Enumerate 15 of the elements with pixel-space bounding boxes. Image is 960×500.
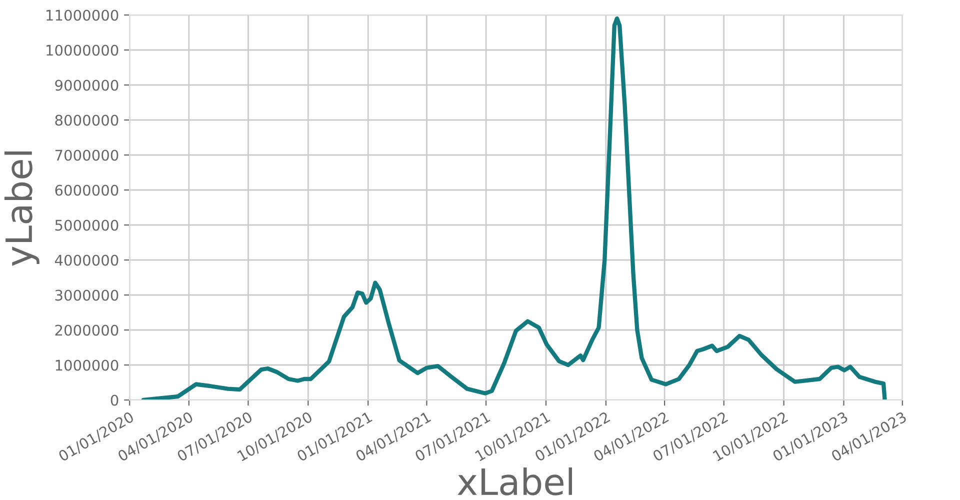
y-tick-label: 3000000 (55, 290, 118, 301)
y-tick-label: 7000000 (55, 150, 118, 161)
y-axis-title: yLabel (4, 151, 40, 266)
y-tick-label: 4000000 (54, 254, 118, 266)
y-tick-label: 9000000 (55, 80, 118, 91)
y-tick-label: 5000000 (55, 220, 118, 231)
y-tick-label: 8000000 (55, 114, 118, 126)
y-tick-label: 11000000 (46, 10, 118, 21)
y-tick-label: 6000000 (55, 184, 118, 196)
y-tick-label: 1000000 (56, 360, 118, 371)
y-tick-label: 10000000 (46, 44, 118, 56)
line-series (141, 16, 887, 400)
y-tick-label: 0 (110, 394, 118, 406)
y-tick-label: 2000000 (55, 324, 118, 336)
x-axis-title: xLabel (458, 467, 572, 496)
